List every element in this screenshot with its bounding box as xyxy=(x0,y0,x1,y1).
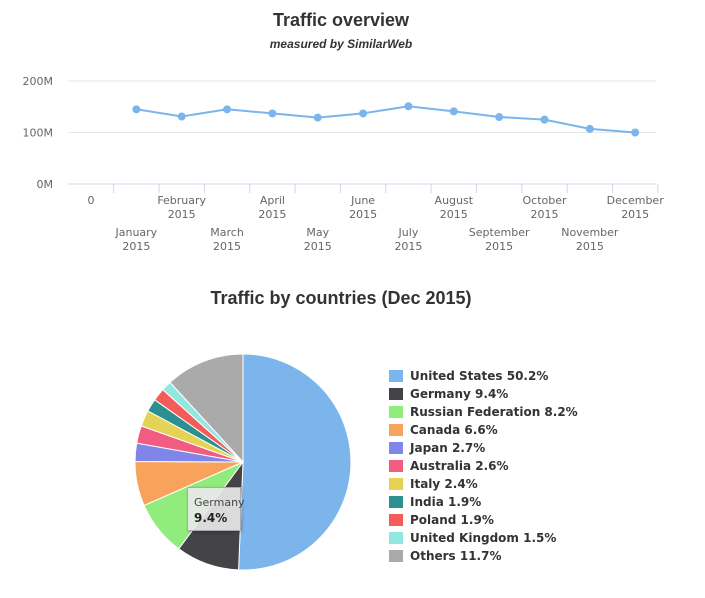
series-line xyxy=(136,105,636,134)
x-tick-label: 2015 xyxy=(440,208,468,221)
legend-swatch xyxy=(389,370,403,382)
x-tick-label: March xyxy=(210,226,244,239)
legend-label: Russian Federation 8.2% xyxy=(410,405,578,419)
data-point[interactable] xyxy=(404,102,413,111)
legend-swatch xyxy=(389,424,403,436)
x-tick-label: September xyxy=(469,226,530,239)
x-tick-label: 0 xyxy=(88,194,95,207)
y-tick-label: 200M xyxy=(23,75,54,88)
data-point[interactable] xyxy=(268,109,277,118)
x-tick-label: 2015 xyxy=(531,208,559,221)
legend-label: Others 11.7% xyxy=(410,549,502,563)
x-tick-label: November xyxy=(561,226,619,239)
chart-title: Traffic overview xyxy=(272,10,410,30)
pie-slice[interactable] xyxy=(169,353,244,464)
x-tick-label: 2015 xyxy=(485,240,513,253)
legend-swatch xyxy=(389,496,403,508)
pie-tooltip: Germany 9.4% xyxy=(187,487,245,531)
x-tick-label: 2015 xyxy=(394,240,422,253)
chart-subtitle: measured by SimilarWeb xyxy=(269,37,413,51)
x-tick-label: June xyxy=(350,194,375,207)
x-tick-label: January xyxy=(114,226,157,239)
x-tick-label: April xyxy=(260,194,285,207)
legend-label: Poland 1.9% xyxy=(410,513,494,527)
legend-label: Germany 9.4% xyxy=(410,387,509,401)
data-point[interactable] xyxy=(359,109,368,118)
x-tick-label: 2015 xyxy=(122,240,150,253)
tooltip-value: 9.4% xyxy=(194,511,228,525)
data-point[interactable] xyxy=(585,124,594,133)
x-tick-label: 2015 xyxy=(304,240,332,253)
legend-label: Italy 2.4% xyxy=(410,477,478,491)
legend-swatch xyxy=(389,532,403,544)
x-tick-label: 2015 xyxy=(213,240,241,253)
legend-swatch xyxy=(389,478,403,490)
x-tick-label: May xyxy=(306,226,329,239)
x-tick-label: December xyxy=(607,194,665,207)
pie-chart-title: Traffic by countries (Dec 2015) xyxy=(210,288,472,308)
legend-label: Japan 2.7% xyxy=(410,441,486,455)
legend-swatch xyxy=(389,442,403,454)
legend-label: Canada 6.6% xyxy=(410,423,498,437)
x-tick-label: 2015 xyxy=(168,208,196,221)
x-tick-label: July xyxy=(398,226,419,239)
y-tick-label: 0M xyxy=(37,178,54,191)
data-point[interactable] xyxy=(177,112,186,121)
legend-swatch xyxy=(389,514,403,526)
legend-swatch xyxy=(389,406,403,418)
x-tick-label: October xyxy=(522,194,566,207)
data-point[interactable] xyxy=(495,113,504,122)
tooltip-name: Germany xyxy=(194,496,245,509)
data-point[interactable] xyxy=(223,105,232,114)
data-point[interactable] xyxy=(540,115,549,124)
y-tick-label: 100M xyxy=(23,127,54,140)
x-tick-label: 2015 xyxy=(349,208,377,221)
pie-slice[interactable] xyxy=(238,353,352,571)
data-point[interactable] xyxy=(631,128,640,137)
legend-label: India 1.9% xyxy=(410,495,482,509)
legend-swatch xyxy=(389,388,403,400)
data-point[interactable] xyxy=(313,113,322,122)
x-tick-label: 2015 xyxy=(258,208,286,221)
legend-swatch xyxy=(389,550,403,562)
legend-label: United States 50.2% xyxy=(410,369,549,383)
x-tick-label: 2015 xyxy=(576,240,604,253)
data-point[interactable] xyxy=(449,107,458,116)
legend-swatch xyxy=(389,460,403,472)
x-tick-label: 2015 xyxy=(621,208,649,221)
x-tick-label: August xyxy=(435,194,474,207)
data-point[interactable] xyxy=(132,105,141,114)
line-chart: 200M100M0M0January2015February2015March2… xyxy=(23,75,665,253)
legend-label: Australia 2.6% xyxy=(410,459,509,473)
x-tick-label: February xyxy=(157,194,206,207)
legend-label: United Kingdom 1.5% xyxy=(410,531,557,545)
